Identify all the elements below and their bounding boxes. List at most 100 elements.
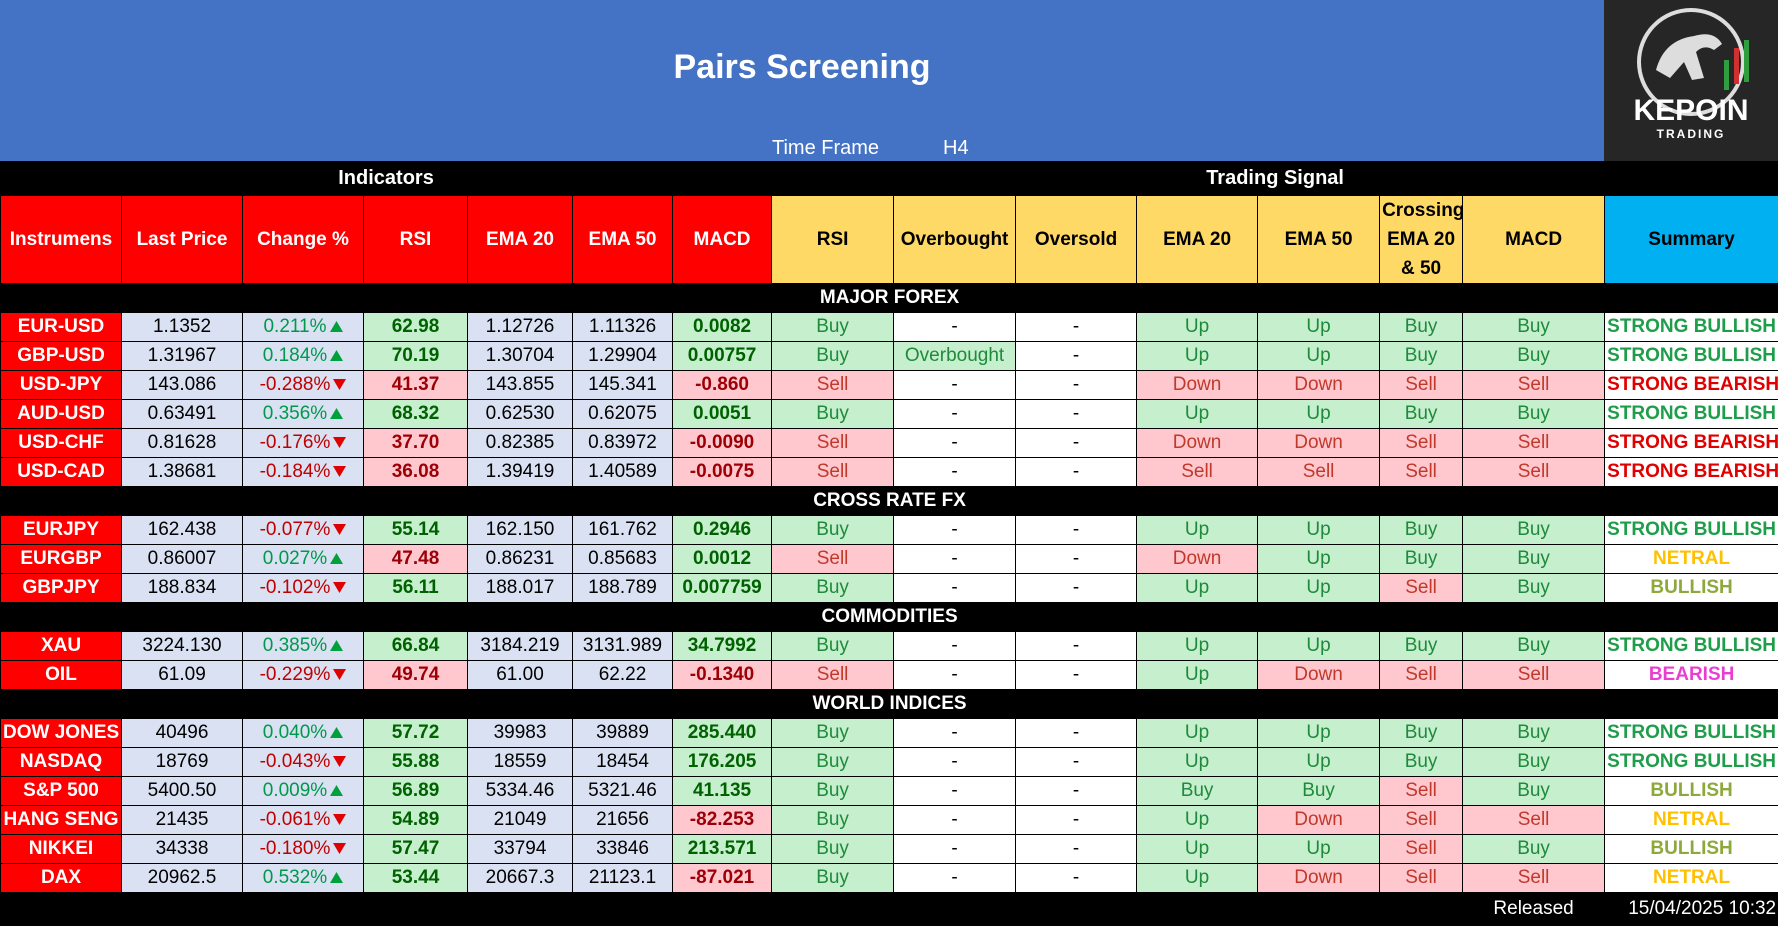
released-label: Released [1463,893,1605,926]
cell-text: 0.356% [263,403,327,424]
cell: NETRAL [1605,806,1778,835]
cell: 33846 [573,835,673,864]
cell: 0.62075 [573,400,673,429]
cell: EURJPY [1,516,122,545]
cell: Down [1258,661,1380,690]
cell-text: 1.31967 [148,345,217,366]
cell-text: STRONG BULLISH [1607,403,1776,424]
cell-text: - [1073,374,1079,395]
cell: EUR-USD [1,313,122,342]
cell: 0.85683 [573,545,673,574]
cell-text: Buy [1517,780,1550,801]
cell: 162.438 [122,516,243,545]
cell-text: 55.88 [392,751,440,772]
cell-text: 49.74 [392,664,440,685]
cell: Down [1137,545,1258,574]
cell: 70.19 [364,342,468,371]
cell: Buy [1463,719,1605,748]
cell-text: Buy [1517,519,1550,540]
cell: STRONG BULLISH [1605,313,1778,342]
cell: Up [1137,864,1258,893]
cell: -0.077% [243,516,364,545]
cell-text: - [951,722,957,743]
cell: Sell [1380,835,1463,864]
cell-text: -0.176% [260,432,331,453]
cell: Buy [772,574,894,603]
cell: - [894,574,1016,603]
cell-text: 188.789 [588,577,657,598]
cell-text: Buy [1517,548,1550,569]
cell-text: -0.0090 [690,432,754,453]
cell-text: Sell [1405,461,1437,482]
change-arrow [330,320,343,333]
cell-text: 57.47 [392,838,440,859]
cell: 188.017 [468,574,573,603]
cell: -82.253 [673,806,772,835]
cell: Sell [1380,777,1463,806]
timeframe: H4 [943,137,969,160]
cell-text: Up [1306,751,1330,772]
cell-text: STRONG BULLISH [1607,316,1776,337]
cell: Down [1258,429,1380,458]
cell: -0.180% [243,835,364,864]
cell-text: 143.855 [486,374,555,395]
cell: Sell [1380,661,1463,690]
cell: - [1016,400,1137,429]
cell: 62.98 [364,313,468,342]
cell: USD-CHF [1,429,122,458]
change-arrow [333,755,346,768]
cell: Up [1258,516,1380,545]
timeframe-label: Time Frame [772,137,879,160]
change-arrow [330,552,343,565]
cell-text: 18454 [596,751,649,772]
cell-text: 1.30704 [486,345,555,366]
cell-text: Sell [1405,664,1437,685]
cell: 37.70 [364,429,468,458]
cell-text: Down [1173,432,1222,453]
cell: 39889 [573,719,673,748]
cell-text: 21435 [156,809,209,830]
cell-text: 20667.3 [486,867,555,888]
cell: Buy [772,632,894,661]
cell: Down [1258,864,1380,893]
cell-text: 56.11 [392,577,439,598]
cell: 18769 [122,748,243,777]
cell-text: Buy [1405,403,1438,424]
cell-text: - [1073,461,1079,482]
change-arrow [333,465,346,478]
cell-text: STRONG BULLISH [1607,635,1776,656]
change-arrow [333,581,346,594]
cell: STRONG BEARISH [1605,371,1778,400]
cell: S&P 500 [1,777,122,806]
cell-text: 40496 [156,722,209,743]
cell: 61.09 [122,661,243,690]
cell-text: BEARISH [1649,664,1735,685]
change-arrow [333,523,346,536]
cell: 49.74 [364,661,468,690]
cell-text: - [951,461,957,482]
cell-text: NETRAL [1653,548,1730,569]
cell: Buy [772,864,894,893]
cell-text: 162.438 [148,519,217,540]
cell: 0.385% [243,632,364,661]
cell: Buy [772,313,894,342]
cell: AUD-USD [1,400,122,429]
cell: 40496 [122,719,243,748]
cell-text: Buy [816,577,849,598]
cell-text: - [951,374,957,395]
cell: Up [1137,342,1258,371]
cell: Buy [1137,777,1258,806]
column-header: EMA 20 [1137,196,1258,284]
cell: STRONG BULLISH [1605,719,1778,748]
cell: 20962.5 [122,864,243,893]
cell: - [894,777,1016,806]
cell: USD-JPY [1,371,122,400]
cell: - [1016,516,1137,545]
cell: 34.7992 [673,632,772,661]
cell: 1.39419 [468,458,573,487]
